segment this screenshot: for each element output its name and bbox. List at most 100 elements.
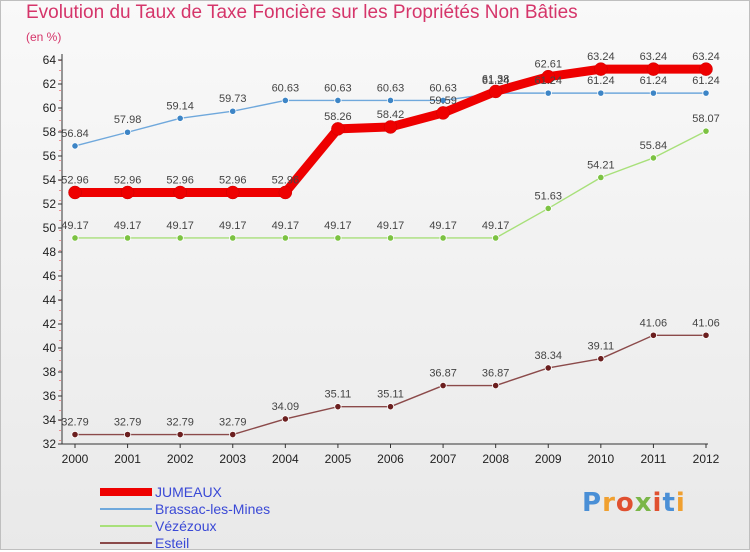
data-label-jumeaux: 61.38: [482, 73, 510, 85]
data-label-brassac-les-mines: 61.24: [534, 75, 562, 87]
data-label-brassac-les-mines: 61.24: [587, 75, 615, 87]
data-point-jumeaux: [594, 62, 608, 76]
data-label-jumeaux: 52.96: [114, 174, 142, 186]
data-label-v-z-zoux: 49.17: [166, 220, 194, 232]
data-label-v-z-zoux: 49.17: [114, 220, 142, 232]
y-tick-label: 60: [43, 101, 57, 115]
data-point-jumeaux: [541, 69, 555, 84]
data-label-v-z-zoux: 54.21: [587, 159, 615, 171]
data-point-esteil: [386, 403, 395, 411]
data-label-esteil: 32.79: [114, 417, 142, 429]
x-tick-label: 2008: [482, 452, 509, 466]
data-point-esteil: [176, 430, 184, 439]
data-label-v-z-zoux: 55.84: [640, 140, 668, 152]
data-label-v-z-zoux: 49.17: [324, 220, 352, 232]
y-tick-label: 44: [43, 293, 57, 307]
data-label-brassac-les-mines: 57.98: [114, 114, 142, 126]
data-label-esteil: 38.34: [534, 350, 562, 362]
data-point-v-z-zoux: [386, 234, 395, 242]
data-label-brassac-les-mines: 56.84: [61, 128, 89, 140]
data-label-jumeaux: 52.96: [272, 174, 300, 186]
data-label-v-z-zoux: 51.63: [534, 190, 562, 202]
data-label-jumeaux: 58.42: [377, 109, 405, 121]
data-point-esteil: [229, 430, 237, 439]
data-label-v-z-zoux: 49.17: [377, 220, 405, 232]
data-point-v-z-zoux: [281, 234, 289, 242]
data-label-jumeaux: 63.24: [692, 51, 720, 63]
data-label-jumeaux: 63.24: [587, 51, 615, 63]
legend-label-brassac: Brassac-les-Mines: [155, 501, 271, 517]
x-tick-label: 2009: [535, 452, 562, 466]
data-label-esteil: 35.11: [377, 389, 404, 401]
data-label-esteil: 41.06: [640, 317, 668, 329]
data-label-v-z-zoux: 58.07: [692, 113, 720, 125]
y-tick-label: 48: [43, 245, 57, 259]
data-point-jumeaux: [436, 106, 450, 120]
data-label-brassac-les-mines: 60.63: [324, 82, 352, 94]
data-point-v-z-zoux: [702, 127, 710, 135]
y-tick-label: 42: [43, 317, 57, 331]
y-tick-label: 54: [43, 173, 57, 187]
legend-swatch-jumeaux: [100, 488, 152, 496]
data-point-jumeaux: [278, 185, 293, 200]
data-label-v-z-zoux: 49.17: [429, 220, 457, 232]
y-tick-label: 36: [43, 389, 57, 403]
x-tick-label: 2012: [693, 452, 720, 466]
y-tick-label: 38: [43, 365, 57, 379]
logo-letter: i: [652, 488, 663, 518]
data-point-esteil: [597, 355, 605, 363]
proxiti-logo: Proxiti: [582, 488, 686, 518]
data-label-jumeaux: 62.61: [534, 59, 562, 71]
data-label-esteil: 36.87: [482, 368, 510, 380]
data-point-v-z-zoux: [492, 234, 500, 242]
data-label-esteil: 32.79: [61, 417, 89, 429]
x-tick-label: 2005: [325, 452, 352, 466]
data-point-v-z-zoux: [544, 204, 552, 213]
data-label-brassac-les-mines: 61.24: [482, 75, 510, 87]
data-point-v-z-zoux: [123, 234, 132, 242]
y-tick-label: 58: [43, 125, 57, 139]
data-point-esteil: [439, 381, 447, 390]
x-tick-label: 2006: [377, 452, 404, 466]
data-label-jumeaux: 63.24: [640, 51, 668, 63]
data-label-esteil: 35.11: [325, 389, 352, 401]
data-point-brassac-les-mines: [649, 89, 658, 97]
data-point-esteil: [281, 415, 289, 423]
data-point-brassac-les-mines: [597, 89, 605, 97]
data-point-brassac-les-mines: [386, 96, 395, 105]
data-point-v-z-zoux: [649, 154, 658, 162]
data-point-esteil: [492, 381, 500, 390]
data-point-jumeaux: [331, 122, 345, 136]
x-tick-label: 2002: [167, 452, 194, 466]
y-tick-label: 32: [43, 437, 57, 451]
data-label-esteil: 32.79: [166, 417, 194, 429]
data-point-brassac-les-mines: [439, 96, 447, 105]
data-point-esteil: [71, 430, 79, 439]
data-point-jumeaux: [646, 62, 661, 76]
x-tick-label: 2007: [430, 452, 457, 466]
y-tick-label: 56: [43, 149, 57, 163]
y-tick-label: 64: [43, 53, 57, 67]
data-label-esteil: 41.06: [692, 317, 720, 329]
data-label-jumeaux: 58.26: [324, 111, 352, 123]
data-label-v-z-zoux: 49.17: [61, 220, 89, 232]
data-label-esteil: 34.09: [272, 401, 300, 413]
data-label-brassac-les-mines: 60.63: [429, 82, 457, 94]
data-point-esteil: [544, 364, 552, 372]
data-label-brassac-les-mines: 61.24: [692, 75, 720, 87]
data-point-v-z-zoux: [334, 234, 342, 242]
data-point-jumeaux: [173, 185, 187, 200]
y-tick-label: 50: [43, 221, 57, 235]
data-point-v-z-zoux: [597, 173, 605, 182]
data-point-brassac-les-mines: [71, 142, 79, 150]
data-point-jumeaux: [226, 185, 240, 200]
data-label-brassac-les-mines: 59.73: [219, 93, 247, 105]
data-label-brassac-les-mines: 60.63: [272, 82, 300, 94]
logo-letter: r: [602, 488, 616, 518]
data-point-jumeaux: [68, 185, 82, 200]
x-tick-label: 2000: [62, 452, 89, 466]
data-label-v-z-zoux: 49.17: [272, 220, 300, 232]
data-point-v-z-zoux: [71, 234, 79, 242]
